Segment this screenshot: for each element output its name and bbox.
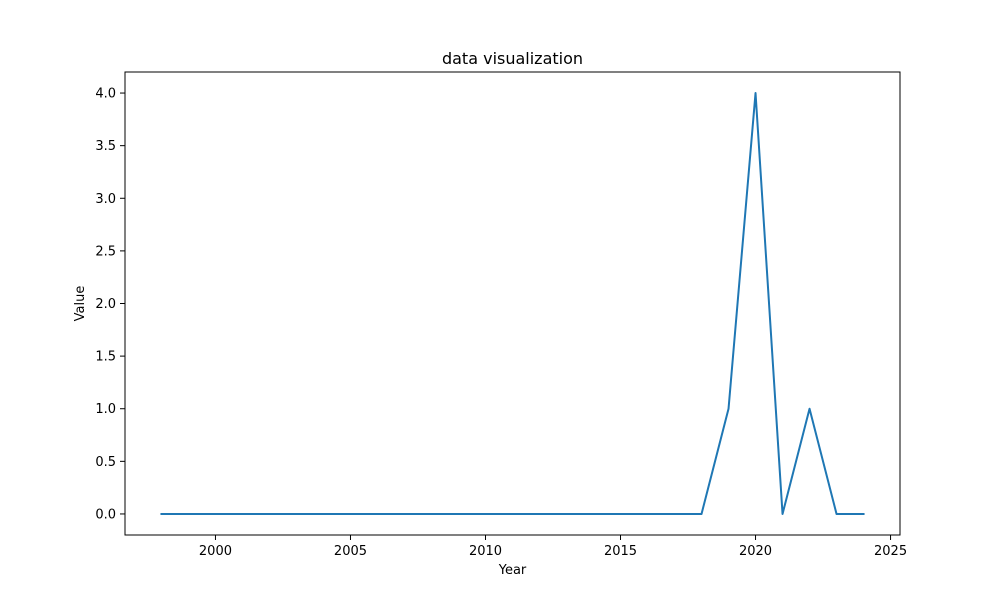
chart-title: data visualization bbox=[442, 49, 583, 68]
y-tick-label: 1.0 bbox=[95, 402, 116, 417]
y-tick-label: 2.5 bbox=[95, 244, 116, 259]
series-line bbox=[160, 92, 865, 515]
x-tick-label: 2010 bbox=[469, 544, 502, 559]
y-axis-label: Value bbox=[73, 286, 88, 322]
x-axis-ticks: 2000 2005 2010 2015 2020 2025 bbox=[199, 535, 907, 559]
plot-frame bbox=[124, 71, 901, 536]
y-tick-label: 0.0 bbox=[95, 507, 116, 522]
y-axis-ticks: 0.0 0.5 1.0 1.5 2.0 2.5 3.0 3.5 4.0 bbox=[95, 87, 125, 522]
series-layer bbox=[160, 92, 865, 515]
y-tick-label: 2.0 bbox=[95, 297, 116, 312]
x-tick-label: 2005 bbox=[334, 544, 367, 559]
x-axis-label: Year bbox=[498, 563, 527, 578]
y-tick-label: 1.5 bbox=[95, 350, 116, 365]
y-tick-label: 3.5 bbox=[95, 139, 116, 154]
y-tick-label: 4.0 bbox=[95, 87, 116, 102]
x-tick-label: 2025 bbox=[874, 544, 907, 559]
x-tick-label: 2000 bbox=[199, 544, 232, 559]
x-tick-label: 2020 bbox=[739, 544, 772, 559]
plot-area bbox=[125, 72, 900, 535]
y-tick-label: 3.0 bbox=[95, 192, 116, 207]
x-tick-label: 2015 bbox=[604, 544, 637, 559]
y-tick-label: 0.5 bbox=[95, 455, 116, 470]
